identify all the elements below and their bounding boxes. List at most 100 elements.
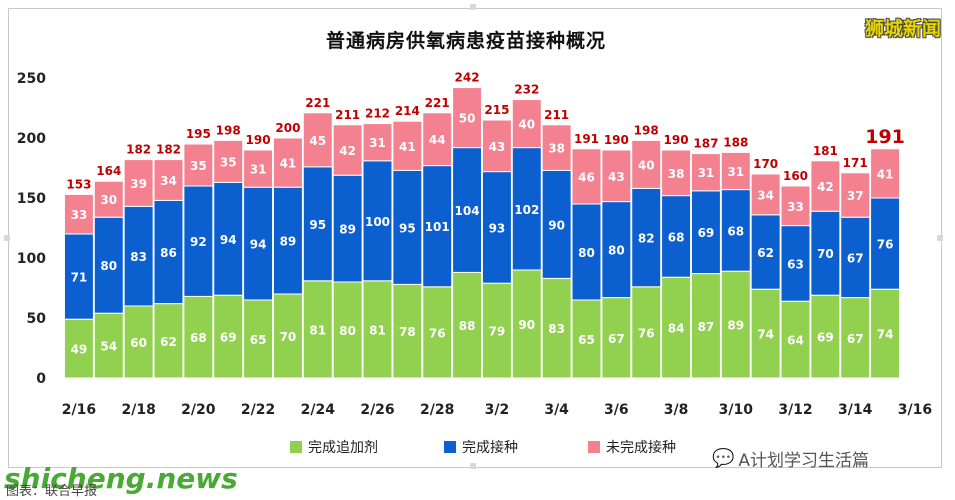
bar-segment-incomplete	[213, 139, 244, 183]
bar-segment-completed	[452, 147, 483, 273]
x-tick-label: 3/16	[898, 402, 932, 418]
total-label: 182	[156, 143, 181, 157]
total-label: 200	[275, 121, 300, 135]
data-label-completed: 80	[608, 244, 625, 258]
total-label: 187	[693, 137, 718, 151]
total-label: 160	[783, 169, 808, 183]
data-label-booster: 68	[190, 331, 207, 345]
bar-segment-booster	[332, 281, 363, 379]
total-label: 221	[425, 96, 450, 110]
bar-segment-incomplete	[481, 119, 512, 173]
data-label-booster: 65	[578, 333, 595, 347]
data-label-incomplete: 34	[757, 188, 774, 202]
data-label-booster: 69	[220, 331, 237, 345]
bar-segment-completed	[631, 187, 662, 288]
resize-handle-bottom[interactable]	[470, 463, 476, 469]
bar-segment-incomplete	[123, 159, 154, 207]
resize-handle-right[interactable]	[937, 235, 943, 241]
data-label-booster: 79	[489, 325, 506, 339]
total-label: 211	[544, 108, 569, 122]
total-label: 191	[574, 132, 599, 146]
watermark-account-label: A计划学习生活篇	[738, 451, 870, 471]
resize-handle-top[interactable]	[470, 4, 476, 10]
data-label-booster: 54	[100, 340, 117, 354]
data-label-booster: 60	[130, 336, 147, 350]
data-label-booster: 62	[160, 335, 177, 349]
legend-label-completed: 完成接种	[462, 440, 518, 456]
bar-segment-incomplete	[422, 112, 453, 167]
y-tick-label: 150	[17, 191, 46, 207]
data-label-incomplete: 42	[339, 144, 356, 158]
total-label: 211	[335, 108, 360, 122]
data-label-completed: 82	[638, 232, 655, 246]
data-label-completed: 86	[160, 246, 177, 260]
data-label-completed: 68	[727, 224, 744, 238]
data-label-incomplete: 35	[220, 155, 237, 169]
total-label: 198	[634, 123, 659, 137]
data-label-completed: 92	[190, 235, 207, 249]
bar-segment-booster	[123, 305, 154, 379]
data-label-booster: 67	[608, 332, 625, 346]
data-label-incomplete: 33	[787, 200, 804, 214]
bar-segment-incomplete	[153, 159, 184, 201]
data-label-booster: 76	[638, 326, 655, 340]
bar-segment-booster	[153, 303, 184, 379]
data-label-incomplete: 33	[71, 208, 88, 222]
data-label-incomplete: 34	[160, 174, 177, 188]
data-label-incomplete: 43	[608, 170, 625, 184]
data-label-booster: 70	[280, 330, 297, 344]
bar-segment-incomplete	[452, 87, 483, 149]
data-label-completed: 71	[71, 271, 88, 285]
bar-segment-incomplete	[720, 151, 751, 191]
data-label-completed: 80	[100, 259, 117, 273]
bar-segment-completed	[153, 199, 184, 305]
data-label-incomplete: 35	[190, 159, 207, 173]
total-label: 198	[216, 123, 241, 137]
bar-segment-incomplete	[810, 160, 841, 212]
data-label-incomplete: 40	[638, 158, 655, 172]
data-label-completed: 94	[250, 238, 267, 252]
data-label-booster: 67	[847, 332, 864, 346]
legend-swatch-incomplete	[588, 441, 600, 453]
bar-segment-incomplete	[243, 149, 274, 188]
data-label-incomplete: 31	[727, 165, 744, 179]
data-label-completed: 93	[489, 221, 506, 235]
resize-handle-left[interactable]	[4, 235, 10, 241]
x-tick-label: 3/8	[664, 402, 689, 418]
bar-segment-completed	[571, 203, 602, 301]
bar-segment-incomplete	[780, 185, 811, 227]
bar-segment-booster	[690, 273, 721, 379]
data-label-booster: 49	[71, 343, 88, 357]
bar-segment-completed	[870, 197, 901, 290]
total-label: 221	[305, 96, 330, 110]
y-tick-label: 50	[27, 311, 47, 327]
bar-segment-booster	[422, 286, 453, 379]
legend-swatch-booster	[290, 441, 302, 453]
data-label-booster: 64	[787, 334, 804, 348]
bar-segment-booster	[392, 283, 423, 379]
total-label: 215	[484, 103, 509, 117]
watermark-site: shicheng.news	[4, 462, 238, 495]
data-label-completed: 63	[787, 257, 804, 271]
bar-segment-booster	[93, 312, 124, 379]
data-label-completed: 69	[698, 226, 715, 240]
data-label-incomplete: 50	[459, 112, 476, 126]
data-label-booster: 88	[459, 319, 476, 333]
source-caption: 图表：联合早报	[6, 484, 98, 499]
total-label: 181	[813, 144, 838, 158]
bar-segment-completed	[93, 216, 124, 314]
data-label-incomplete: 31	[250, 163, 267, 177]
x-tick-label: 2/22	[241, 402, 275, 418]
data-label-incomplete: 46	[578, 170, 595, 184]
data-label-booster: 76	[429, 326, 446, 340]
y-tick-label: 0	[36, 371, 46, 387]
bar-segment-completed	[750, 214, 781, 290]
data-label-incomplete: 42	[817, 180, 834, 194]
data-label-completed: 100	[365, 215, 390, 229]
total-label: 164	[96, 164, 121, 178]
bar-segment-booster	[362, 280, 393, 379]
total-label: 190	[604, 133, 629, 147]
total-label: 232	[514, 83, 539, 97]
total-label: 170	[753, 157, 778, 171]
